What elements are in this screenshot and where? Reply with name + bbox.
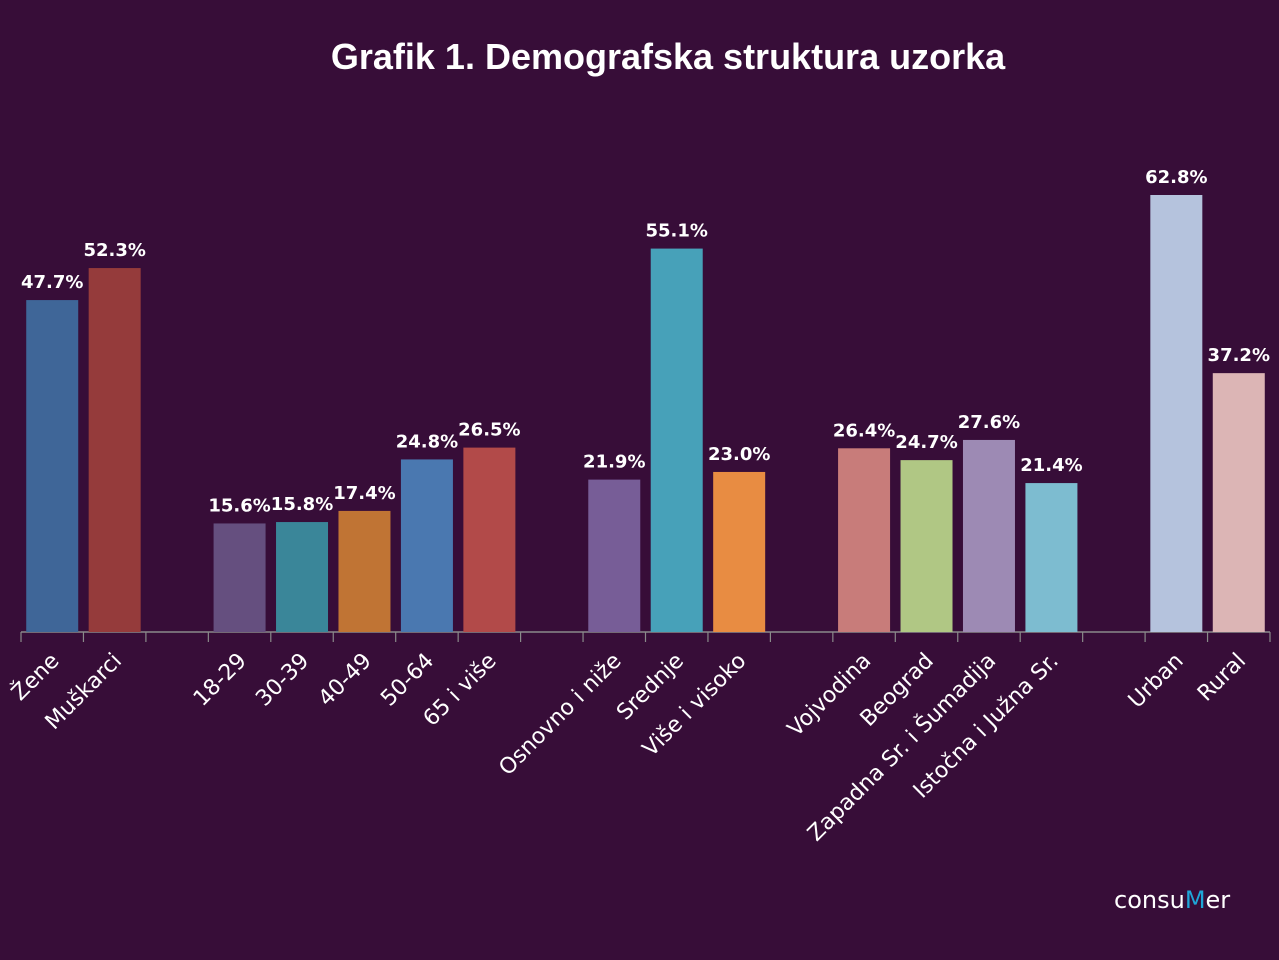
- bar: [838, 448, 891, 632]
- bar: [463, 447, 516, 632]
- x-tick-label: Rural: [1193, 649, 1251, 707]
- x-tick-label: 30-39: [251, 649, 314, 712]
- data-label: 15.6%: [208, 495, 270, 516]
- bar: [1025, 483, 1078, 632]
- chart-title: Grafik 1. Demografska struktura uzorka: [330, 36, 1006, 77]
- data-label: 21.9%: [583, 452, 645, 473]
- x-tick-label: Vojvodina: [783, 649, 876, 742]
- logo-accent: M: [1184, 886, 1206, 914]
- x-tick-label: Žene: [6, 648, 64, 706]
- bar: [26, 300, 79, 632]
- bar: [650, 248, 703, 632]
- data-label: 15.8%: [271, 494, 333, 515]
- bar: [900, 460, 953, 632]
- data-label: 24.8%: [396, 431, 458, 452]
- bar: [1150, 195, 1203, 632]
- bar: [713, 471, 766, 632]
- x-tick-label: 18-29: [189, 649, 252, 712]
- bar: [213, 523, 266, 632]
- consumer-logo: consuMer: [1114, 886, 1230, 914]
- bar: [88, 268, 141, 632]
- logo-text: consu: [1114, 886, 1185, 914]
- data-label: 37.2%: [1208, 345, 1270, 366]
- bar: [276, 522, 329, 632]
- bar: [962, 439, 1015, 632]
- data-label: 55.1%: [645, 221, 707, 242]
- bar: [338, 510, 391, 632]
- x-tick-label: 40-49: [314, 649, 377, 712]
- data-label: 62.8%: [1145, 167, 1207, 188]
- data-label: 26.4%: [833, 420, 895, 441]
- x-tick-label: Urban: [1124, 649, 1189, 714]
- bar: [588, 479, 641, 632]
- data-label: 26.5%: [458, 420, 520, 441]
- bar: [400, 459, 453, 632]
- x-tick-label: Osnovno i niže: [494, 649, 626, 781]
- data-label: 24.7%: [895, 432, 957, 453]
- data-label: 17.4%: [333, 483, 395, 504]
- data-label: 27.6%: [958, 412, 1020, 433]
- logo-text: er: [1205, 886, 1231, 914]
- bar: [1212, 373, 1265, 632]
- data-label: 52.3%: [83, 240, 145, 261]
- data-label: 23.0%: [708, 444, 770, 465]
- data-label: 21.4%: [1020, 455, 1082, 476]
- data-label: 47.7%: [21, 272, 83, 293]
